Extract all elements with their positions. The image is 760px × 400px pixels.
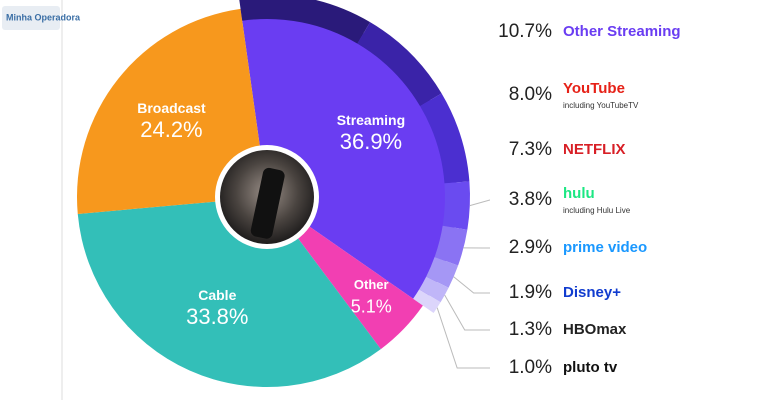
ring-value: 8.0%	[509, 84, 552, 105]
leader-line	[469, 199, 490, 207]
brand-label: HBOmax	[563, 321, 627, 338]
remote	[250, 167, 285, 239]
ring-value: 1.0%	[509, 357, 552, 378]
slice-value: 36.9%	[340, 129, 402, 154]
brand-label: Disney+	[563, 284, 621, 301]
brand-label: hulu	[563, 185, 595, 202]
leader-line	[444, 294, 490, 331]
brand-label: prime video	[563, 239, 647, 256]
slice	[77, 8, 267, 214]
ring-segment	[413, 289, 441, 313]
brand-label: pluto tv	[563, 359, 618, 376]
slice	[267, 197, 423, 350]
brand-subtitle: including Hulu Live	[563, 206, 631, 215]
ring-value: 7.3%	[509, 139, 552, 160]
slice-value: 24.2%	[140, 117, 202, 142]
watermark: Minha Operadora	[6, 12, 81, 22]
slice-name: Broadcast	[137, 100, 206, 116]
ring-value: 1.3%	[509, 319, 552, 340]
ring-value: 1.9%	[509, 282, 552, 303]
legend: 10.7% Other Streaming 8.0% YouTube including…	[436, 21, 681, 378]
watermark-bg	[2, 6, 60, 30]
brand-label: YouTube	[563, 80, 625, 97]
slice-name: Other	[354, 277, 389, 292]
brand-label: Other Streaming	[563, 23, 681, 40]
ring-segment	[357, 22, 442, 107]
slice-name: Streaming	[337, 112, 405, 128]
slice-name: Cable	[198, 287, 236, 303]
leader-line	[453, 276, 490, 294]
slice	[77, 197, 381, 387]
slice-value: 33.8%	[186, 304, 248, 329]
ring-segment	[442, 181, 470, 230]
slice-value: 5.1%	[351, 297, 392, 317]
ring-value: 2.9%	[509, 237, 552, 258]
brand-subtitle: including YouTubeTV	[563, 101, 639, 110]
ring-segment	[239, 0, 371, 44]
leader-line	[436, 307, 490, 369]
ring-segment	[434, 225, 468, 266]
ring-segment	[419, 276, 449, 303]
ring-segment	[426, 257, 459, 288]
ring-segment	[420, 93, 470, 184]
ring-value: 10.7%	[498, 21, 552, 42]
brand-label: NETFLIX	[563, 141, 626, 158]
ring-value: 3.8%	[509, 189, 552, 210]
